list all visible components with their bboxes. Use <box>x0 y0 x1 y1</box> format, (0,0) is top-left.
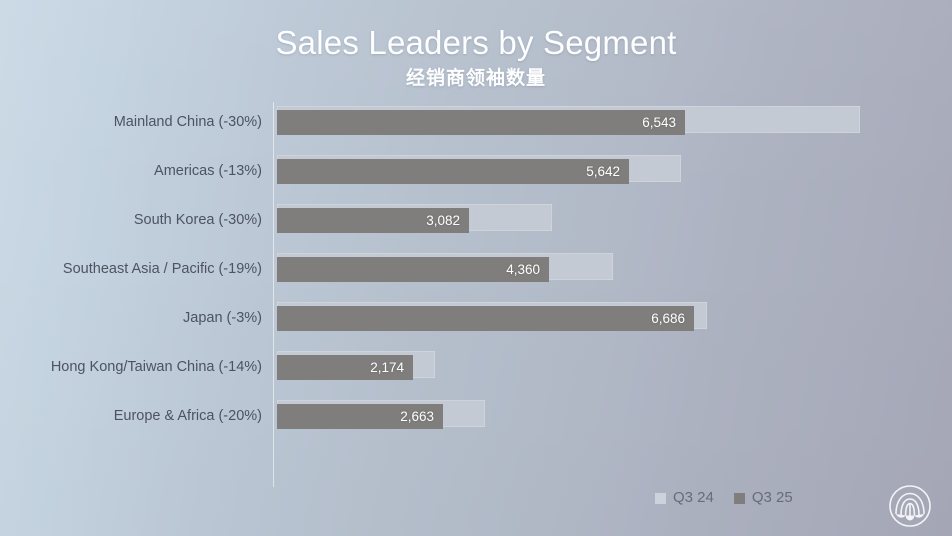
legend-label: Q3 24 <box>673 489 714 506</box>
bar-value-label: 5,642 <box>586 164 620 179</box>
category-label: Mainland China (-30%) <box>113 114 262 130</box>
category-label: Hong Kong/Taiwan China (-14%) <box>50 359 262 375</box>
page-subtitle: 经销商领袖数量 <box>405 68 546 89</box>
bar-current-period: 5,642 <box>277 159 629 184</box>
bar-row: Southeast Asia / Pacific (-19%) 4,360 <box>0 247 952 296</box>
bar-chart-plot: Mainland China (-30%) 6,543 Americas (-13%… <box>0 100 952 490</box>
bar-value-label: 2,174 <box>370 360 404 375</box>
bar-current-period: 4,360 <box>277 257 549 282</box>
fountain-arch-logo <box>888 484 932 528</box>
legend-item-q3_24[interactable]: Q3 24 <box>655 489 714 507</box>
page-title: Sales Leaders by Segment <box>275 24 677 61</box>
category-label: Europe & Africa (-20%) <box>113 408 262 424</box>
bar-value-label: 6,686 <box>651 311 685 326</box>
bar-row: Japan (-3%) 6,686 <box>0 296 952 345</box>
legend-item-q3_25[interactable]: Q3 25 <box>733 489 793 507</box>
bar-current-period: 2,663 <box>277 404 443 429</box>
bar-row: Hong Kong/Taiwan China (-14%) 2,174 <box>0 345 952 394</box>
category-label: Japan (-3%) <box>183 310 262 326</box>
bar-current-period: 2,174 <box>277 355 413 380</box>
bar-row: South Korea (-30%) 3,082 <box>0 198 952 247</box>
bar-current-period: 6,686 <box>277 306 694 331</box>
title-block: Sales Leaders by Segment 经销商领袖数量 <box>0 22 952 92</box>
legend-label: Q3 25 <box>751 489 793 506</box>
bar-current-period: 3,082 <box>277 208 469 233</box>
bar-row: Americas (-13%) 5,642 <box>0 149 952 198</box>
bar-current-period: 6,543 <box>277 110 685 135</box>
legend-swatch-icon <box>655 492 666 504</box>
category-label: Southeast Asia / Pacific (-19%) <box>62 261 262 277</box>
bar-value-label: 3,082 <box>426 213 460 228</box>
bar-value-label: 4,360 <box>506 262 540 277</box>
bar-row: Mainland China (-30%) 6,543 <box>0 100 952 149</box>
chart-legend: Q3 24 Q3 25 <box>655 489 793 507</box>
category-label: Americas (-13%) <box>154 163 262 179</box>
category-axis-line <box>273 102 274 487</box>
category-label: South Korea (-30%) <box>133 212 262 228</box>
legend-swatch-icon <box>733 492 745 504</box>
bar-value-label: 6,543 <box>642 115 676 130</box>
bar-row: Europe & Africa (-20%) 2,663 <box>0 394 952 443</box>
bar-value-label: 2,663 <box>400 409 434 424</box>
